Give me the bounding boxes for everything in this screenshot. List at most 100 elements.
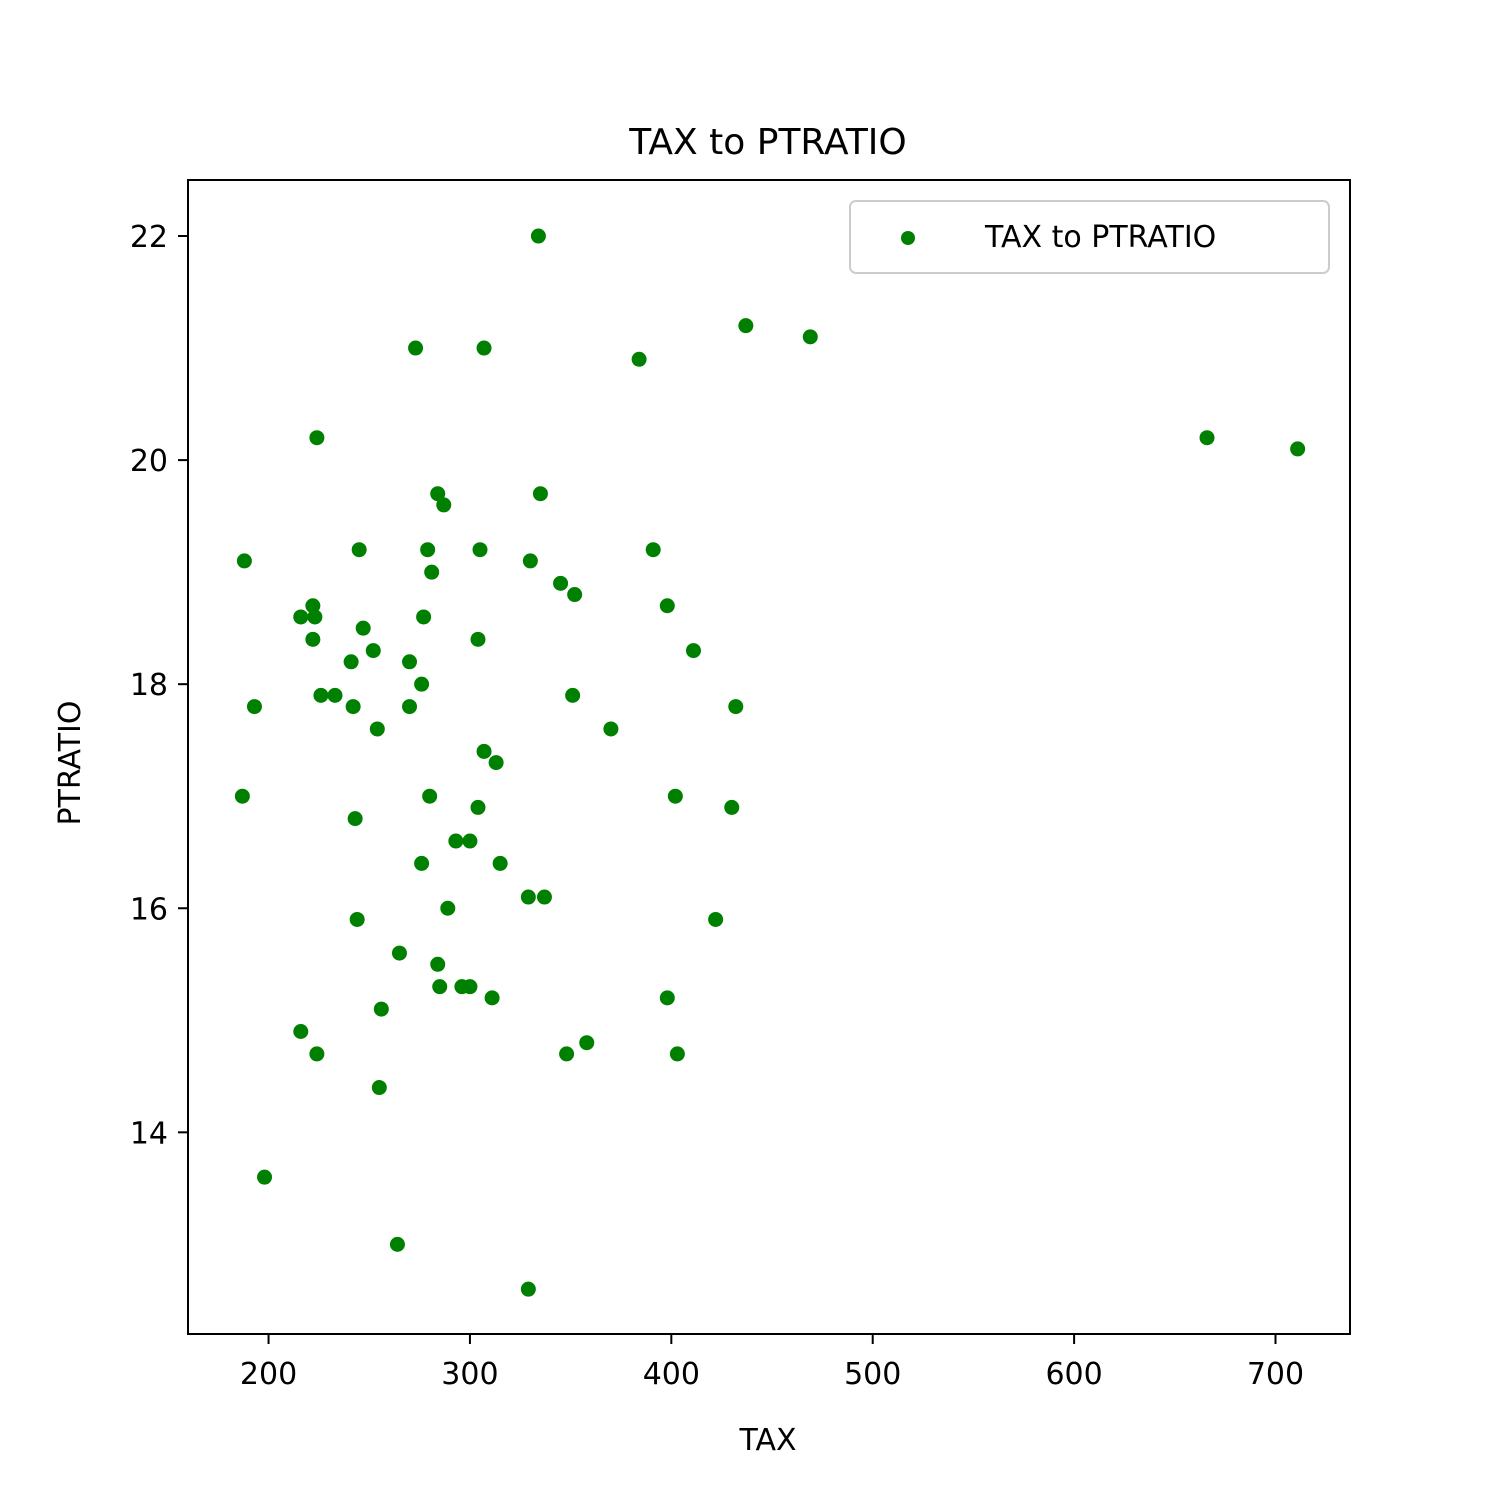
data-point (305, 598, 321, 614)
x-tick-label: 500 (844, 1357, 901, 1392)
x-tick-label: 700 (1247, 1357, 1304, 1392)
data-point (309, 1046, 325, 1062)
y-tick-label: 16 (130, 892, 168, 927)
legend-marker (901, 231, 915, 245)
data-point (536, 889, 552, 905)
data-point (565, 687, 581, 703)
data-point (724, 799, 740, 815)
data-point (738, 318, 754, 334)
data-point (631, 351, 647, 367)
data-point (430, 956, 446, 972)
y-tick-label: 18 (130, 668, 168, 703)
data-point (414, 855, 430, 871)
data-point (520, 889, 536, 905)
data-point (416, 609, 432, 625)
data-point (802, 329, 818, 345)
y-tick-label: 14 (130, 1116, 168, 1151)
data-point (659, 598, 675, 614)
data-point (567, 587, 583, 603)
data-point (369, 721, 385, 737)
x-tick-label: 200 (240, 1357, 297, 1392)
y-tick-label: 20 (130, 444, 168, 479)
data-point (408, 340, 424, 356)
data-point (476, 743, 492, 759)
data-point (307, 609, 323, 625)
data-point (305, 631, 321, 647)
data-point (436, 497, 452, 513)
data-point (371, 1080, 387, 1096)
legend-box (849, 200, 1330, 274)
data-point (349, 911, 365, 927)
x-tick-label: 300 (441, 1357, 498, 1392)
data-point (347, 811, 363, 827)
data-point (1290, 441, 1306, 457)
data-point (553, 575, 569, 591)
data-point (462, 833, 478, 849)
chart-title: TAX to PTRATIO (628, 122, 907, 163)
data-point (424, 564, 440, 580)
data-point (530, 228, 546, 244)
data-point (520, 1281, 536, 1297)
data-point (559, 1046, 575, 1062)
y-axis-ticks: 14 16 18 20 22 (130, 220, 188, 1151)
scatter-points (234, 228, 1306, 1297)
data-point (667, 788, 683, 804)
data-point (685, 643, 701, 659)
data-point (246, 699, 262, 715)
data-point (579, 1035, 595, 1051)
data-point (414, 676, 430, 692)
data-point (365, 643, 381, 659)
data-point (389, 1236, 405, 1252)
data-point (470, 799, 486, 815)
legend: TAX to PTRATIO (849, 200, 1330, 274)
data-point (313, 687, 329, 703)
data-point (309, 430, 325, 446)
x-tick-label: 600 (1045, 1357, 1102, 1392)
data-point (1199, 430, 1215, 446)
data-point (484, 990, 500, 1006)
x-axis-ticks: 200 300 400 500 600 700 (240, 1334, 1304, 1392)
data-point (373, 1001, 389, 1017)
data-point (343, 654, 359, 670)
data-point (391, 945, 407, 961)
data-point (432, 979, 448, 995)
legend-label: TAX to PTRATIO (984, 220, 1216, 255)
data-point (669, 1046, 685, 1062)
data-point (355, 620, 371, 636)
data-point (351, 542, 367, 558)
data-point (492, 855, 508, 871)
data-point (257, 1169, 273, 1185)
data-point (440, 900, 456, 916)
data-point (402, 654, 418, 670)
data-point (472, 542, 488, 558)
data-point (659, 990, 675, 1006)
data-point (430, 486, 446, 502)
x-tick-label: 400 (643, 1357, 700, 1392)
data-point (448, 833, 464, 849)
data-point (532, 486, 548, 502)
data-point (522, 553, 538, 569)
data-point (293, 609, 309, 625)
data-point (402, 699, 418, 715)
data-point (708, 911, 724, 927)
data-point (345, 699, 361, 715)
data-point (327, 687, 343, 703)
data-point (728, 699, 744, 715)
data-point (293, 1023, 309, 1039)
data-point (470, 631, 486, 647)
plot-frame (187, 179, 1351, 1335)
data-point (462, 979, 478, 995)
data-point (420, 542, 436, 558)
data-point (234, 788, 250, 804)
data-point (476, 340, 492, 356)
data-point (488, 755, 504, 771)
data-point (422, 788, 438, 804)
y-axis-label: PTRATIO (53, 700, 88, 825)
y-tick-label: 22 (130, 220, 168, 255)
data-point (645, 542, 661, 558)
x-axis-label: TAX (738, 1423, 796, 1458)
data-point (236, 553, 252, 569)
data-point (603, 721, 619, 737)
